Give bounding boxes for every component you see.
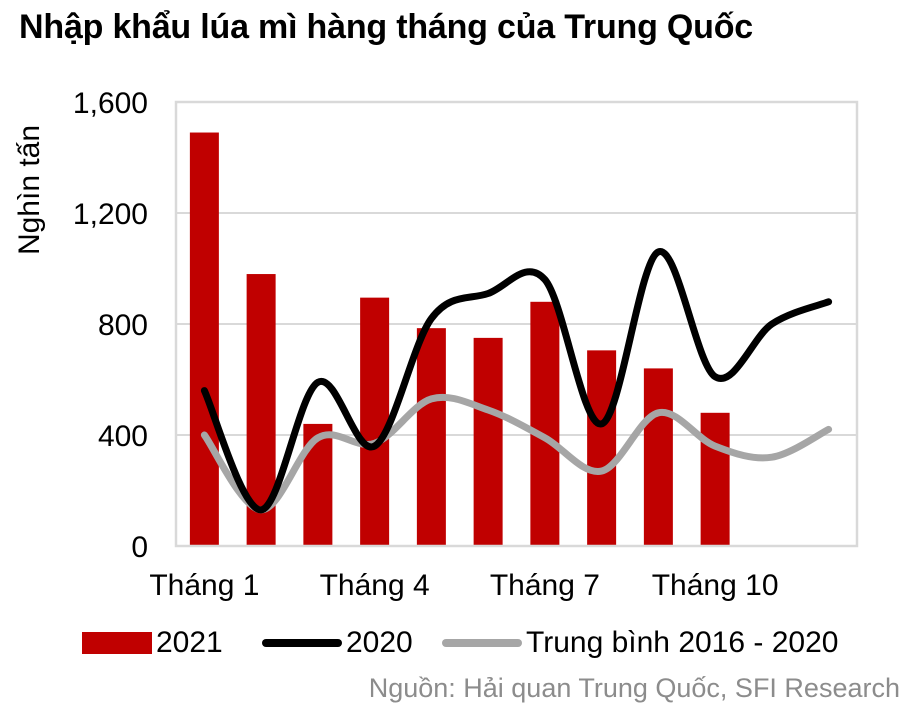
legend-item-average: Trung bình 2016 - 2020 [442, 626, 838, 660]
legend-label-2021: 2021 [156, 626, 223, 659]
legend-label-2020: 2020 [346, 626, 413, 659]
lines [200, 248, 833, 514]
y-axis-label: Nghìn tấn [13, 124, 46, 256]
legend-swatch-2020 [262, 639, 342, 647]
x-tick-label: Tháng 1 [149, 569, 259, 602]
bar-2021 [700, 412, 730, 546]
bar-2021 [303, 423, 333, 546]
bar-2021 [530, 301, 560, 546]
gridlines [176, 101, 857, 436]
x-tick-label: Tháng 7 [490, 569, 600, 602]
bar-2021 [587, 350, 617, 546]
y-tick-label: 400 [98, 420, 148, 453]
chart-title: Nhập khẩu lúa mì hàng tháng của Trung Qu… [19, 8, 753, 46]
legend-swatch-2021 [82, 632, 152, 654]
axes: 0 400 800 1,200 1,600 Tháng 1 Tháng 4 Tháng 7 Th… [73, 87, 859, 602]
y-tick-label: 1,600 [73, 87, 148, 120]
legend-item-2021: 2021 [82, 626, 223, 660]
bar-2021 [416, 328, 446, 546]
bar-2021 [360, 297, 390, 546]
legend-swatch-average [442, 639, 522, 647]
x-tick-label: Tháng 10 [652, 569, 779, 602]
bar-2021 [473, 337, 503, 546]
y-tick-label: 1,200 [73, 198, 148, 231]
legend-label-average: Trung bình 2016 - 2020 [526, 626, 839, 659]
line-average [200, 393, 833, 514]
bar-2021 [643, 368, 673, 546]
plot-frame [174, 100, 859, 548]
x-tick-label: Tháng 4 [320, 569, 430, 602]
legend-item-2020: 2020 [262, 626, 413, 660]
y-tick-label: 800 [98, 309, 148, 342]
bar-2021 [189, 132, 219, 546]
line-2020 [200, 248, 833, 514]
source-note: Nguồn: Hải quan Trung Quốc, SFI Research [368, 673, 900, 703]
y-tick-label: 0 [131, 531, 148, 564]
bars-2021 [189, 132, 730, 546]
